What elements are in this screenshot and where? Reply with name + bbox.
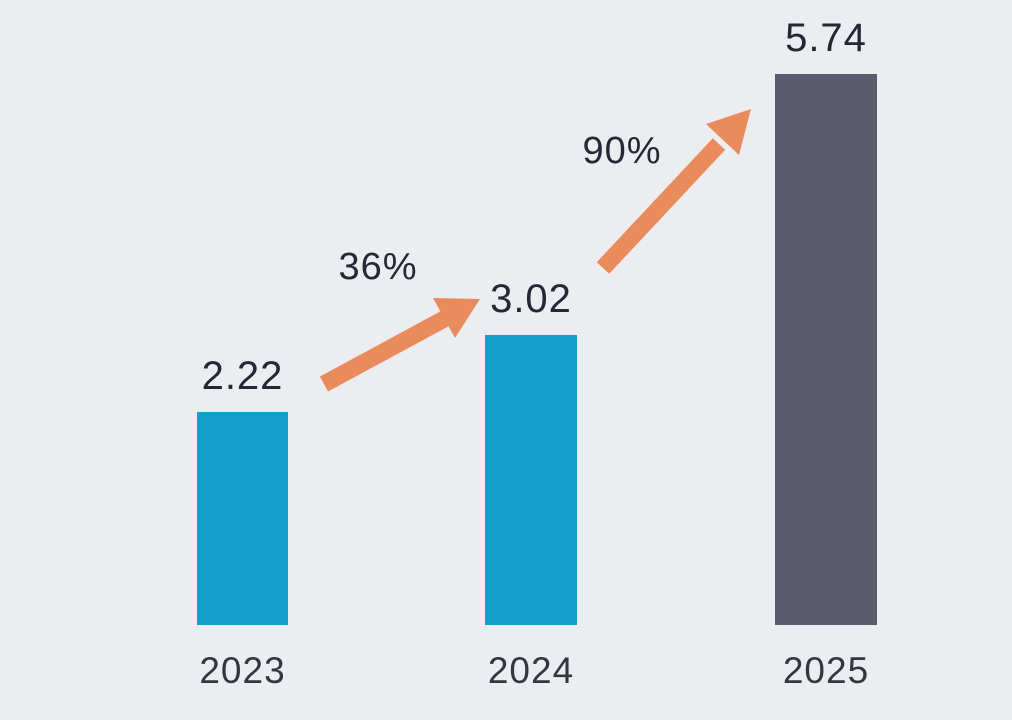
- value-label-2024: 3.02: [490, 277, 572, 321]
- x-tick-2025: 2025: [782, 650, 870, 691]
- bar-2023: [197, 412, 288, 625]
- bar-group-2023: 2.22 2023: [197, 0, 288, 720]
- bar-2025: [775, 74, 877, 625]
- bar-2024: [485, 335, 577, 625]
- growth-arrow-2023-2024: [319, 298, 480, 392]
- value-label-2023: 2.22: [201, 354, 284, 398]
- x-tick-2024: 2024: [487, 650, 575, 691]
- bar-group-2024: 3.02 2024: [485, 0, 577, 720]
- x-tick-2023: 2023: [199, 650, 286, 691]
- growth-label-90: 90%: [582, 130, 662, 172]
- growth-label-36: 36%: [338, 246, 418, 288]
- bar-group-2025: 5.74 2025: [775, 0, 877, 720]
- value-label-2025: 5.74: [785, 16, 867, 60]
